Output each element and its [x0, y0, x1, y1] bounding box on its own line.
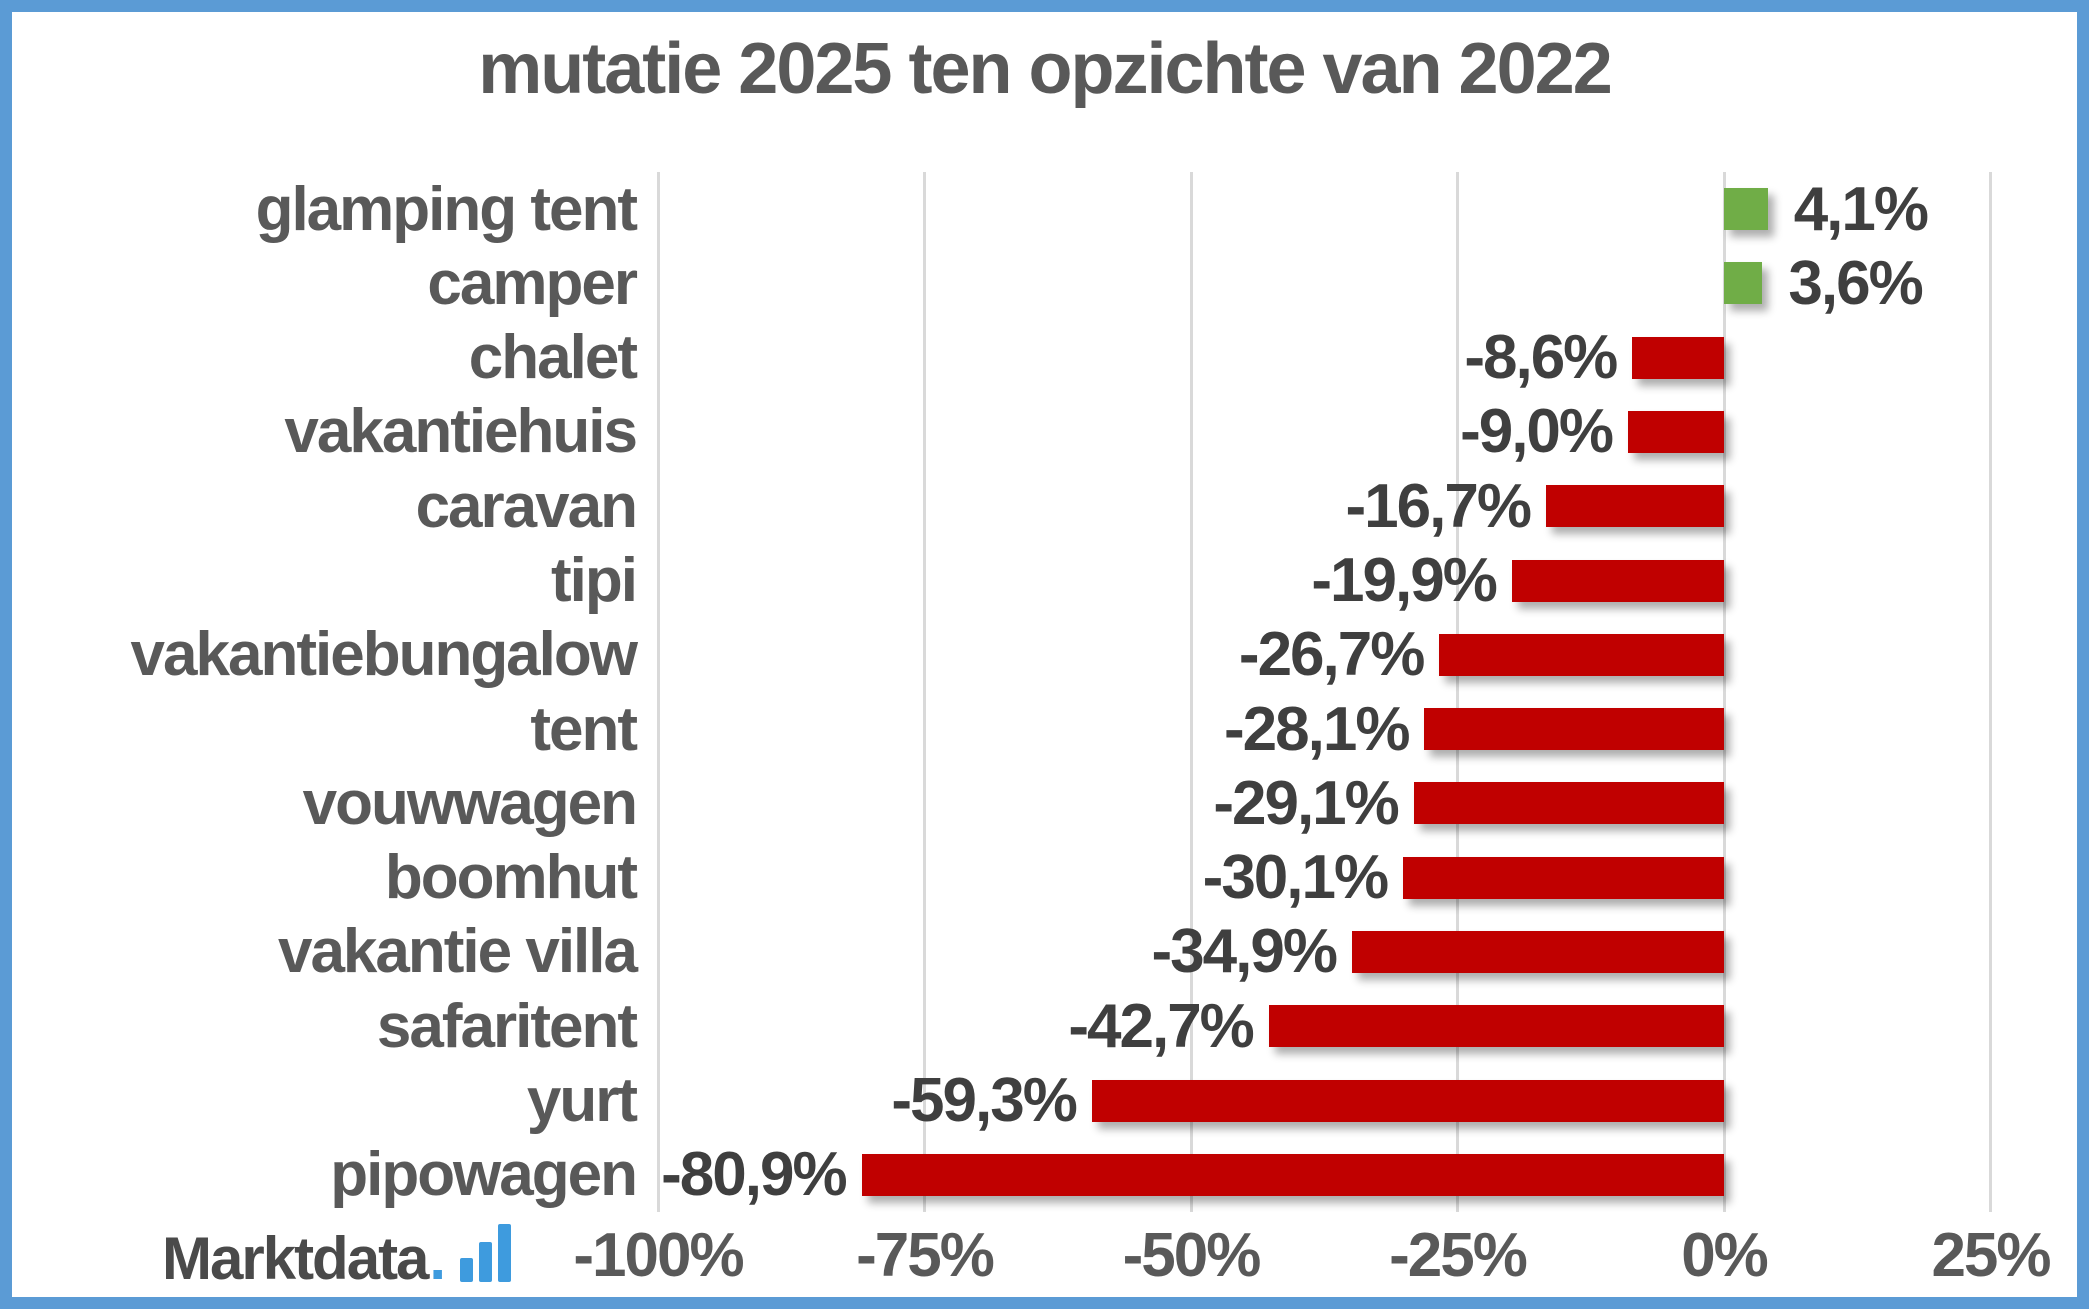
value-label-camper: 3,6%: [1788, 248, 1923, 318]
category-label-tent: tent: [530, 694, 638, 764]
value-label-tipi: -19,9%: [1311, 546, 1497, 616]
category-label-safaritent: safaritent: [376, 991, 638, 1061]
category-label-chalet: chalet: [468, 323, 638, 393]
bar-yurt: [1091, 1079, 1724, 1122]
bar-safaritent: [1268, 1005, 1724, 1048]
value-label-tent: -28,1%: [1224, 694, 1410, 764]
bar-glamping-tent: [1724, 188, 1768, 231]
bar-camper: [1724, 262, 1763, 305]
bar-vouwwagen: [1413, 782, 1724, 825]
x-axis-label: -75%: [856, 1220, 995, 1290]
category-label-vakantie-villa: vakantie villa: [277, 917, 638, 987]
gridline-0%: [1722, 172, 1726, 1212]
value-label-vakantie-villa: -34,9%: [1151, 917, 1338, 987]
bar-chalet: [1632, 336, 1724, 379]
value-label-chalet: -8,6%: [1464, 323, 1618, 393]
x-axis-label: 25%: [1931, 1220, 2051, 1290]
bar-vakantiehuis: [1628, 411, 1724, 453]
category-label-tipi: tipi: [551, 546, 638, 616]
category-label-caravan: caravan: [415, 471, 638, 541]
value-label-yurt: -59,3%: [891, 1066, 1077, 1136]
bar-caravan: [1545, 485, 1724, 528]
gridline-25%: [1989, 172, 1992, 1212]
value-label-vakantiebungalow: -26,7%: [1238, 620, 1425, 690]
nl-bars-icon: [454, 1224, 512, 1292]
category-label-camper: camper: [427, 248, 638, 318]
category-label-vakantiebungalow: vakantiebungalow: [130, 620, 638, 690]
bar-vakantie-villa: [1351, 931, 1724, 973]
category-label-yurt: yurt: [526, 1066, 638, 1136]
gridline--25%: [1456, 172, 1459, 1212]
gridline--100%: [656, 172, 660, 1212]
category-label-pipowagen: pipowagen: [330, 1140, 638, 1210]
bar-tent: [1424, 708, 1724, 751]
value-label-vakantiehuis: -9,0%: [1460, 397, 1614, 467]
logo-text: Marktdata: [162, 1225, 429, 1292]
value-label-safaritent: -42,7%: [1068, 991, 1254, 1061]
value-label-pipowagen: -80,9%: [661, 1140, 847, 1210]
x-axis-label: -50%: [1122, 1220, 1262, 1290]
bar-tipi: [1511, 559, 1724, 602]
logo-dot: .: [429, 1225, 447, 1292]
chart-title: mutatie 2025 ten opzichte van 2022: [478, 29, 1612, 109]
value-label-boomhut: -30,1%: [1202, 843, 1389, 913]
bar-vakantiebungalow: [1439, 633, 1724, 676]
x-axis-label: -100%: [573, 1220, 744, 1290]
x-axis-label: 0%: [1681, 1220, 1769, 1290]
gridline--75%: [923, 172, 926, 1212]
value-label-glamping-tent: 4,1%: [1793, 174, 1929, 244]
category-label-vouwwagen: vouwwagen: [302, 768, 638, 838]
value-label-vouwwagen: -29,1%: [1213, 768, 1399, 838]
marktdata-logo: Marktdata.: [162, 1216, 512, 1292]
gridline--50%: [1189, 172, 1193, 1212]
category-label-glamping-tent: glamping tent: [255, 174, 638, 244]
bar-boomhut: [1403, 856, 1724, 899]
value-label-caravan: -16,7%: [1345, 471, 1532, 541]
category-label-vakantiehuis: vakantiehuis: [284, 397, 638, 467]
x-axis-label: -25%: [1389, 1220, 1528, 1290]
bar-pipowagen: [861, 1153, 1724, 1196]
category-label-boomhut: boomhut: [384, 843, 638, 913]
